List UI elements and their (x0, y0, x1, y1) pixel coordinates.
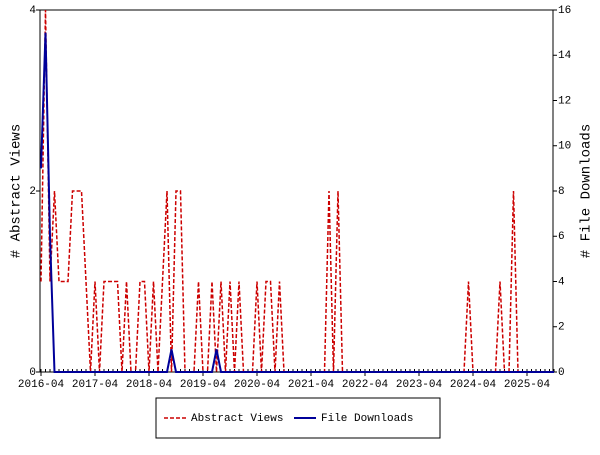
x-tick-label: 2016-04 (18, 379, 65, 391)
y2-tick-label: 12 (558, 95, 571, 107)
y2-axis-label: # File Downloads (579, 124, 595, 258)
x-tick-label: 2025-04 (504, 379, 551, 391)
series-line (40, 9, 554, 373)
y2-tick-label: 16 (558, 5, 571, 17)
x-tick-label: 2019-04 (180, 379, 227, 391)
x-tick-label: 2017-04 (72, 379, 119, 391)
x-tick-label: 2023-04 (396, 379, 443, 391)
plot-frame (39, 9, 554, 373)
legend-label: Abstract Views (191, 413, 283, 425)
y2-tick-label: 4 (558, 276, 565, 288)
x-tick-label: 2018-04 (126, 379, 173, 391)
legend-label: File Downloads (321, 413, 413, 425)
y2-tick-label: 14 (558, 50, 572, 62)
y-tick-label: 0 (29, 367, 36, 379)
x-tick-label: 2021-04 (288, 379, 335, 391)
y2-tick-label: 0 (558, 367, 565, 379)
series-line (40, 32, 554, 373)
x-tick-label: 2024-04 (450, 379, 497, 391)
x-tick-label: 2022-04 (342, 379, 389, 391)
y-tick-label: 4 (29, 5, 36, 17)
y-tick-label: 2 (29, 186, 36, 198)
y2-tick-label: 6 (558, 231, 565, 243)
y2-tick-label: 2 (558, 322, 565, 334)
y2-tick-label: 8 (558, 186, 565, 198)
y2-tick-label: 10 (558, 141, 571, 153)
x-tick-label: 2020-04 (234, 379, 281, 391)
y-axis-label: # Abstract Views (9, 124, 25, 258)
